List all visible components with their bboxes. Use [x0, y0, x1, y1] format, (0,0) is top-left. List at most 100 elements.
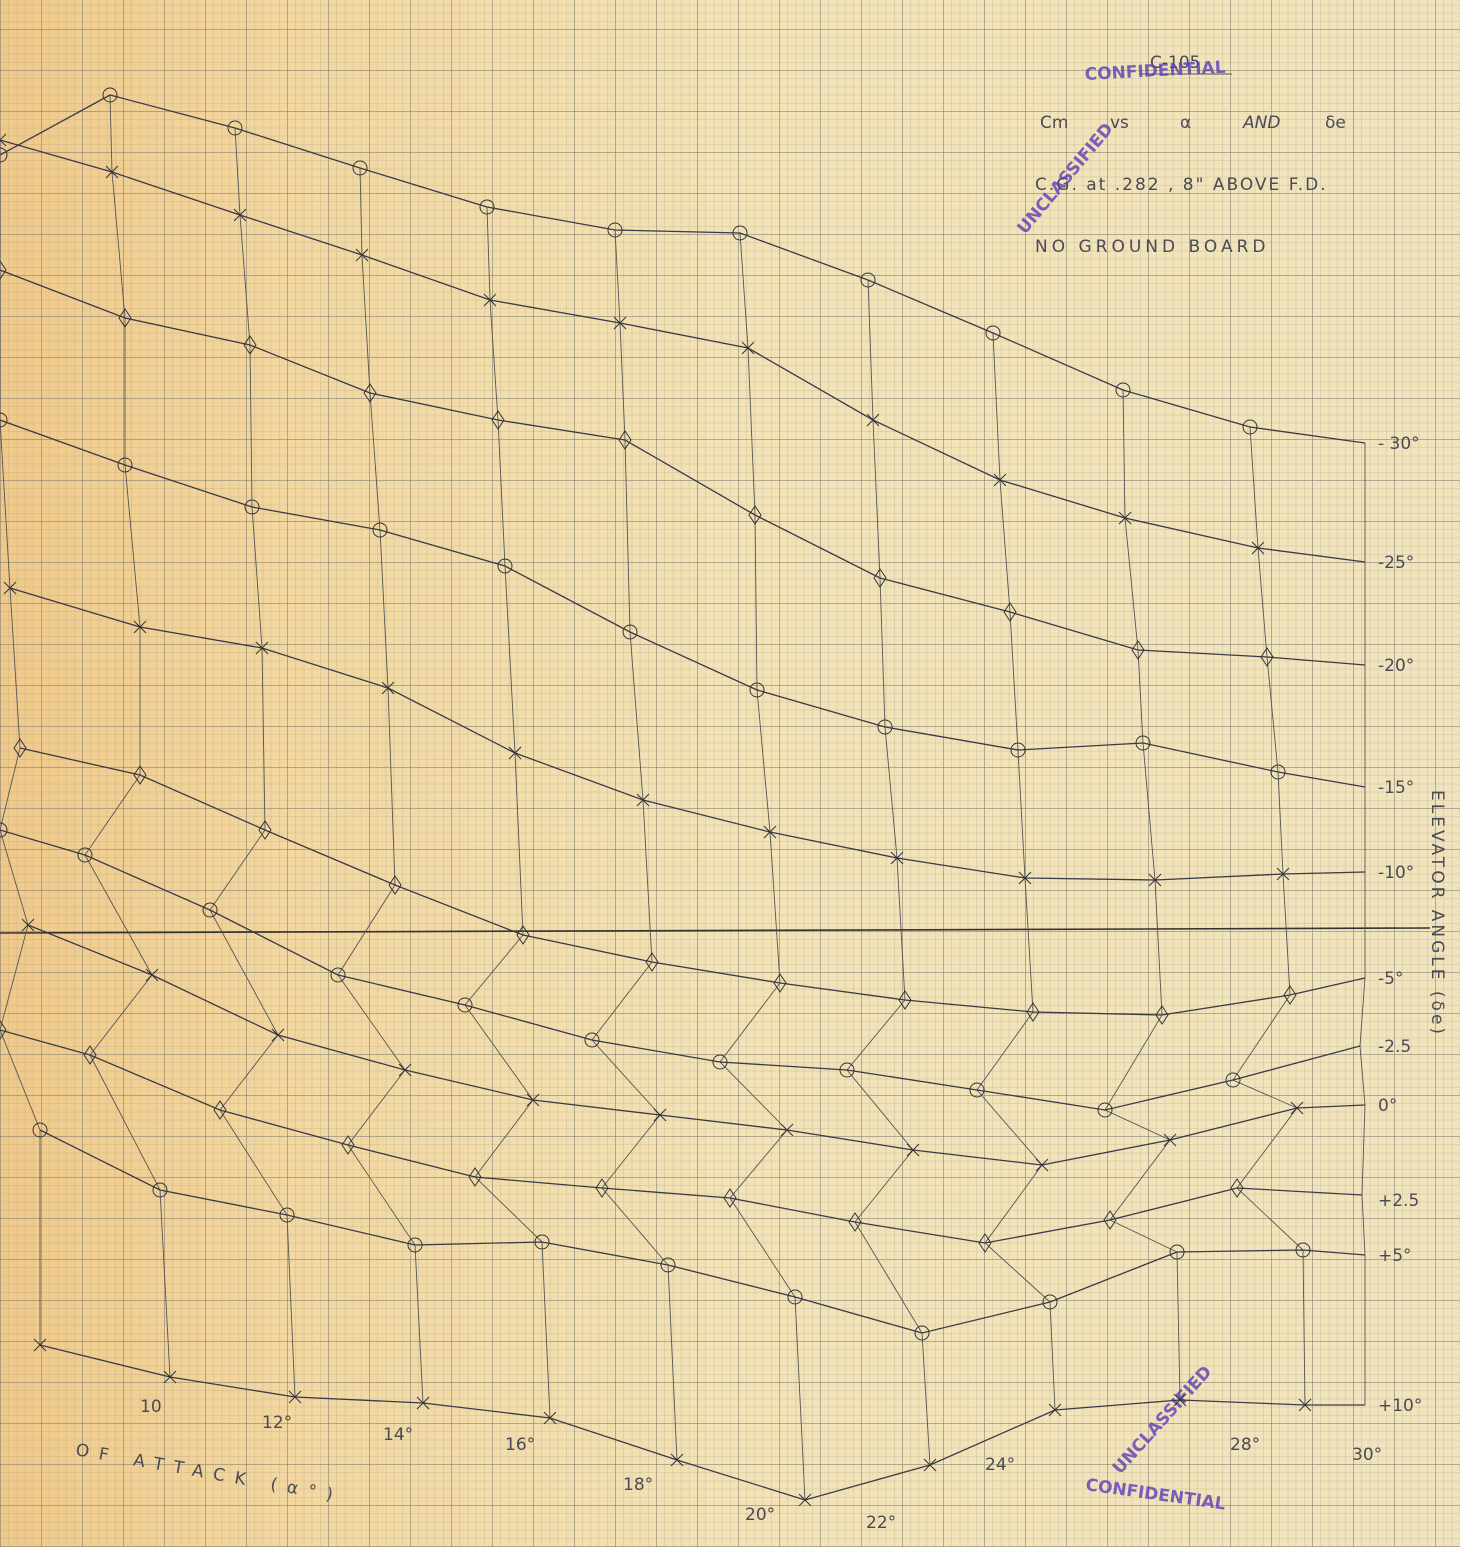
elevator-curve	[9, 587, 1366, 881]
marker	[118, 308, 132, 328]
marker	[1103, 1210, 1117, 1230]
marker	[787, 1289, 803, 1305]
alpha-label: 30°	[1352, 1445, 1382, 1465]
alpha-line	[1104, 389, 1181, 1401]
marker	[645, 952, 659, 972]
marker	[1115, 382, 1131, 398]
marker	[330, 967, 346, 983]
marker	[773, 973, 787, 993]
elevator-curve	[0, 1029, 1363, 1244]
marker	[1163, 1133, 1177, 1147]
sheet-number: C-105	[1150, 53, 1200, 73]
marker	[890, 851, 904, 865]
marker	[117, 457, 133, 473]
marker	[381, 681, 395, 695]
marker	[848, 1212, 862, 1232]
marker	[21, 918, 35, 932]
marker	[279, 1207, 295, 1223]
marker	[133, 620, 147, 634]
elevator-curve	[19, 747, 1366, 1016]
marker	[1169, 1244, 1185, 1260]
marker	[388, 875, 402, 895]
axis-title: ELEVATOR ANGLE (δe)	[1427, 790, 1447, 1037]
marker	[479, 199, 495, 215]
marker	[543, 1411, 557, 1425]
marker	[1230, 1178, 1244, 1198]
marker	[1295, 1242, 1311, 1258]
marker	[271, 1028, 285, 1042]
marker	[352, 160, 368, 176]
marker	[1298, 1398, 1312, 1412]
marker	[712, 1054, 728, 1070]
marker	[906, 1143, 920, 1157]
elevator-label: +10°	[1378, 1396, 1422, 1416]
marker	[105, 165, 119, 179]
marker	[0, 133, 7, 147]
marker	[1042, 1294, 1058, 1310]
elevator-label: -10°	[1378, 863, 1414, 883]
elevator-curve	[0, 269, 1366, 666]
elevator-label: -25°	[1378, 553, 1414, 573]
condition: C.G. at .282 , 8" ABOVE F.D.	[1035, 175, 1328, 195]
zero-line	[0, 927, 1431, 934]
marker	[288, 1390, 302, 1404]
elevator-curve	[0, 419, 1366, 788]
marker	[1018, 871, 1032, 885]
marker	[1135, 735, 1151, 751]
alpha-label: 20°	[745, 1505, 775, 1525]
marker	[255, 641, 269, 655]
elevator-curve	[27, 924, 1366, 1166]
marker	[1131, 640, 1145, 660]
marker	[1118, 511, 1132, 525]
alpha-label: 18°	[623, 1475, 653, 1495]
alpha-line	[591, 229, 678, 1461]
alpha-label: 12°	[262, 1413, 292, 1433]
marker	[584, 1032, 600, 1048]
elevator-label: +5°	[1378, 1246, 1412, 1266]
elevator-label: -20°	[1378, 656, 1414, 676]
marker	[398, 1063, 412, 1077]
marker	[372, 522, 388, 538]
marker	[1270, 764, 1286, 780]
marker	[233, 208, 247, 222]
marker	[102, 87, 118, 103]
marker	[1225, 1072, 1241, 1088]
marker	[416, 1396, 430, 1410]
marker	[622, 624, 638, 640]
marker	[457, 997, 473, 1013]
marker	[914, 1325, 930, 1341]
alpha-line	[846, 279, 931, 1466]
elevator-curve	[0, 94, 1366, 444]
marker	[969, 1082, 985, 1098]
marker	[483, 293, 497, 307]
marker	[0, 1020, 7, 1040]
stamp: CONFIDENTIAL	[1084, 58, 1226, 85]
marker	[491, 410, 505, 430]
marker	[407, 1237, 423, 1253]
marker	[1003, 602, 1017, 622]
marker	[1010, 742, 1026, 758]
marker	[355, 248, 369, 262]
stamp: CONFIDENTIAL	[1084, 1475, 1227, 1514]
title-part: AND	[1242, 113, 1280, 133]
marker	[133, 765, 147, 785]
marker	[763, 825, 777, 839]
marker	[978, 1233, 992, 1253]
alpha-label: 24°	[985, 1455, 1015, 1475]
marker	[526, 1093, 540, 1107]
marker	[202, 902, 218, 918]
elevator-label: +2.5	[1378, 1191, 1419, 1211]
alpha-label: 28°	[1230, 1435, 1260, 1455]
marker	[660, 1257, 676, 1273]
alpha-line	[209, 127, 296, 1398]
alpha-line	[0, 140, 41, 1345]
marker	[1026, 1002, 1040, 1022]
axis-title: OF ATTACK (α°)	[74, 1440, 344, 1507]
marker	[363, 383, 377, 403]
title-part: α	[1180, 113, 1191, 133]
marker	[1155, 1005, 1169, 1025]
marker	[993, 473, 1007, 487]
marker	[1148, 873, 1162, 887]
